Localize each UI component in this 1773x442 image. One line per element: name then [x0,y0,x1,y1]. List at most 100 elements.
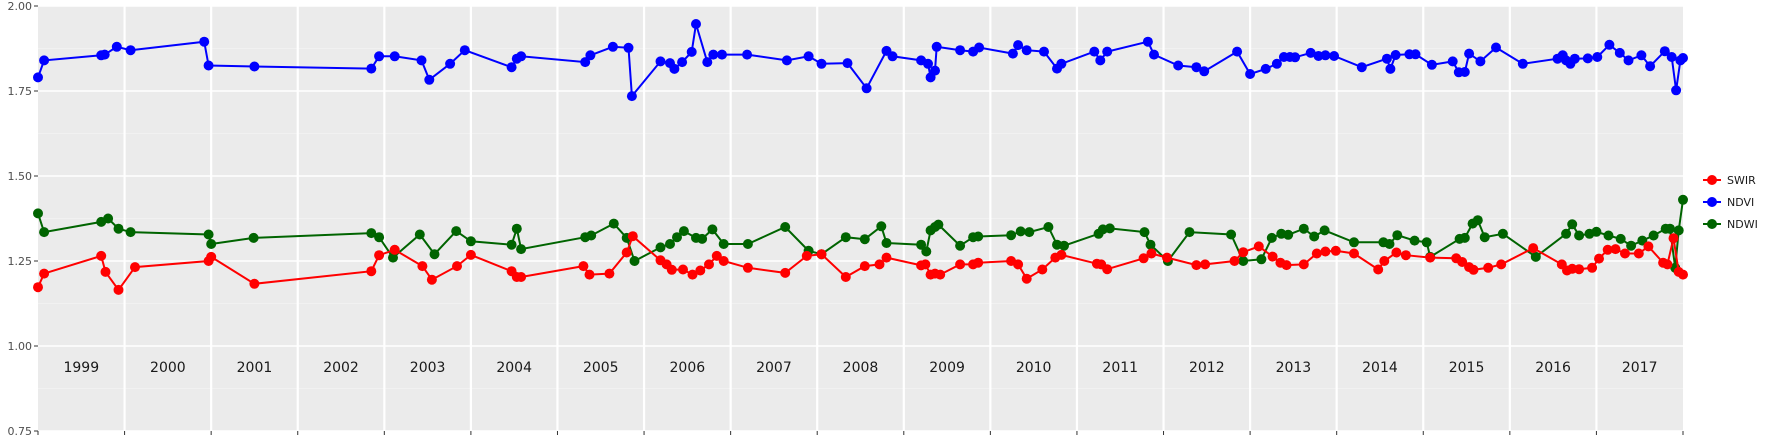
legend-key-point-ndvi [1707,197,1717,207]
ndvi-point [626,91,637,102]
ndvi-point [816,58,827,69]
ndvi-point [1582,53,1593,64]
ndvi-point [1039,46,1049,57]
ndwi-point [1665,223,1675,234]
ndvi-point [623,42,634,53]
ndvi-point [1636,50,1647,61]
ndvi-point [1142,36,1153,47]
year-label: 2000 [150,360,186,376]
ndvi-point [585,50,596,61]
legend-label-ndwi: NDWI [1727,218,1758,231]
swir-point [100,266,111,277]
ndvi-point [459,45,470,56]
ndvi-point [1173,60,1184,71]
ndwi-point [655,242,666,253]
swir-point [1662,259,1673,270]
ndvi-point [1517,58,1528,69]
swir-point [1400,250,1411,261]
ndwi-point [103,213,114,224]
ndvi-point [861,83,872,94]
ndwi-point [125,227,136,238]
ndvi-point [1089,46,1100,57]
ndwi-point [1139,227,1150,238]
ndvi-point [1659,46,1670,57]
swir-point [1587,262,1598,273]
ndvi-point [708,49,719,60]
swir-point [1320,246,1331,257]
swir-point [1056,249,1067,260]
ndvi-point [1410,49,1421,60]
swir-point [206,251,217,262]
ndwi-point [1421,237,1432,248]
swir-point [816,249,827,260]
swir-point [666,264,677,275]
ndvi-point [39,55,50,66]
ndvi-point [506,62,517,73]
ndwi-point [955,240,966,251]
ndvi-point [702,57,713,68]
ndvi-point [1678,53,1688,63]
year-label: 2017 [1622,360,1658,376]
swir-point [711,250,722,261]
ndvi-point [607,41,618,52]
year-label: 2002 [323,360,359,376]
ndwi-point [876,221,887,232]
swir-point [935,269,946,280]
ndvi-point [1271,58,1282,69]
ndwi-point [366,228,377,239]
swir-point [1037,264,1048,275]
y-tick-label: 1.25 [8,255,33,268]
y-tick-label: 1.75 [8,85,33,98]
year-label: 2011 [1102,360,1138,376]
swir-point [1200,259,1211,270]
swir-point [1574,264,1585,275]
ndwi-point [1283,229,1294,240]
ndwi-point [1392,230,1403,241]
swir-point [1468,264,1479,275]
swir-point [678,264,688,275]
swir-point [578,261,589,272]
swir-point [389,244,400,255]
ndvi-point [923,58,933,69]
swir-point [1610,244,1621,255]
swir-point [1330,245,1341,256]
year-label: 2004 [496,360,532,376]
ndwi-point [921,246,932,257]
ndvi-point [1592,52,1603,62]
ndvi-point [677,57,688,68]
swir-point [1425,252,1436,263]
year-label: 2008 [843,360,879,376]
ndwi-point [1145,239,1156,250]
ndwi-point [1530,251,1541,262]
ndvi-point [1491,42,1501,53]
year-label: 2009 [929,360,965,376]
swir-point [516,272,527,282]
ndvi-point [1232,46,1243,57]
ndwi-point [1591,226,1602,237]
ndwi-point [1104,223,1115,234]
ndwi-point [665,239,675,249]
ndwi-point [1266,232,1277,243]
ndvi-point [374,51,385,62]
year-label: 2013 [1276,360,1312,376]
ndwi-point [1006,230,1017,241]
ndwi-point [881,238,892,248]
ndwi-point [506,239,517,250]
swir-point [1620,248,1630,259]
ndvi-point [125,45,136,56]
swir-point [249,278,260,289]
grid-lines [38,5,1683,432]
swir-point [1594,253,1604,264]
ndvi-point [1305,47,1316,58]
ndwi-point [451,226,462,237]
ndvi-point [249,61,260,72]
ndvi-point [1426,59,1437,70]
ndwi-point [933,219,944,230]
ndwi-point [1349,237,1359,248]
swir-point [1267,251,1278,262]
ndvi-point [366,63,377,74]
ndvi-point [655,56,666,67]
swir-point [1391,247,1402,258]
swir-point [874,259,885,270]
ndwi-point [678,226,689,237]
